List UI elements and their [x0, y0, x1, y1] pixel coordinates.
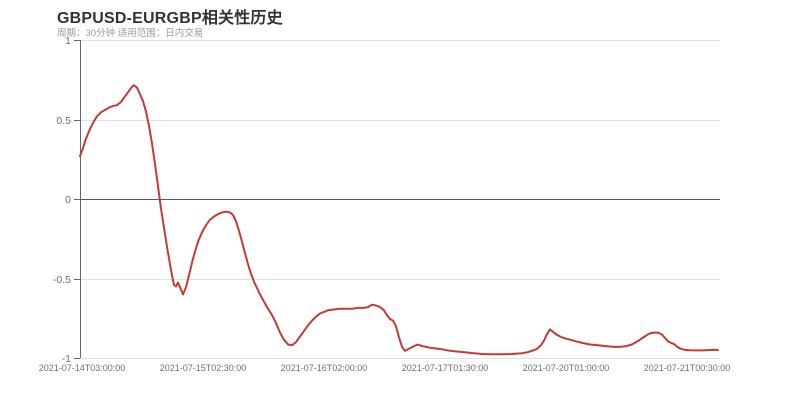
x-axis-label: 2021-07-14T03:00:00 [39, 363, 126, 373]
x-axis-label: 2021-07-17T01:30:00 [402, 363, 489, 373]
x-axis-label: 2021-07-20T01:00:00 [523, 363, 610, 373]
x-axis-label: 2021-07-15T02:30:00 [160, 363, 247, 373]
y-axis-label: 1 [65, 35, 71, 47]
correlation-line [79, 84, 719, 356]
y-axis-label: 0.5 [56, 115, 71, 127]
y-axis-label: 0 [65, 194, 71, 206]
chart-subtitle: 周期：30分钟 适用范围：日内交易 [57, 28, 204, 39]
y-axis-label: -1 [62, 353, 71, 365]
x-axis-label: 2021-07-21T00:30:00 [644, 363, 731, 373]
x-axis-label: 2021-07-16T02:00:00 [281, 363, 368, 373]
chart-title: GBPUSD-EURGBP相关性历史 [57, 10, 283, 27]
y-axis-label: -0.5 [53, 274, 71, 286]
